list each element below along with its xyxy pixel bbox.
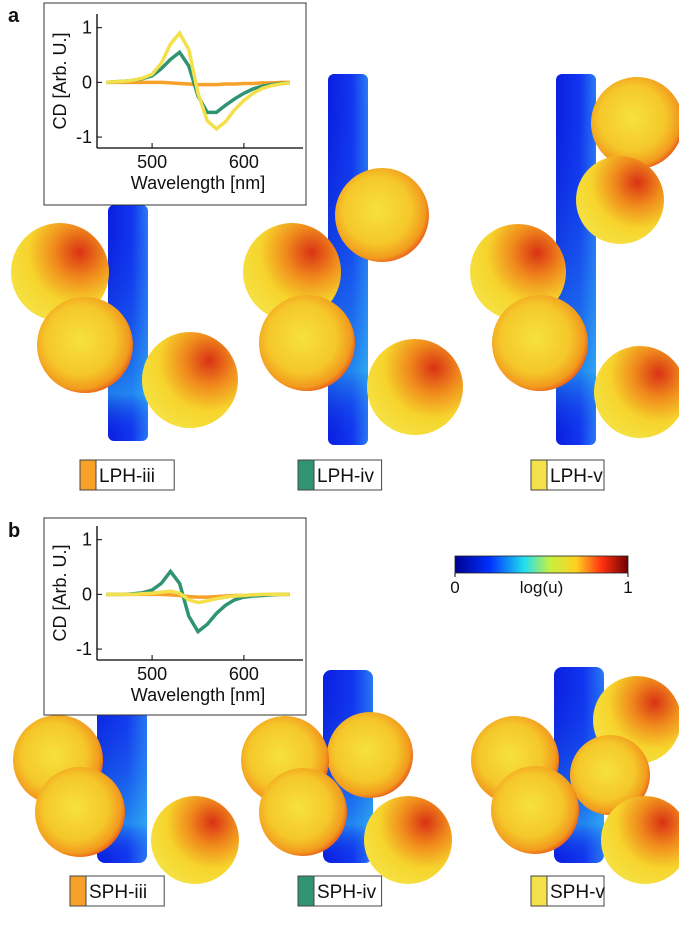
legend-box — [95, 459, 175, 491]
y-tick-label: 1 — [82, 530, 92, 550]
x-tick-label: 600 — [229, 152, 259, 172]
colorbar-tick-label: 1 — [623, 578, 632, 597]
y-axis-label: CD [Arb. U.] — [50, 544, 70, 641]
y-tick-label: 0 — [82, 584, 92, 604]
x-tick-label: 600 — [229, 664, 259, 684]
y-axis-label: CD [Arb. U.] — [50, 32, 70, 129]
legend-label: SPH-v — [550, 882, 605, 903]
inset-frame — [43, 517, 307, 716]
legend-label: LPH-iv — [317, 466, 375, 487]
cd-line — [106, 30, 291, 132]
legend-label: LPH-v — [550, 466, 603, 487]
legend-entry: SPH-iii — [69, 875, 165, 907]
x-axis-label: Wavelength [nm] — [131, 685, 265, 705]
legend-entry: LPH-iv — [297, 459, 383, 491]
legend-swatch — [79, 459, 97, 491]
legend-box — [313, 459, 383, 491]
x-tick-label: 500 — [137, 664, 167, 684]
y-tick-label: -1 — [76, 639, 92, 659]
cd-line — [106, 589, 290, 605]
legend-swatch — [530, 875, 548, 907]
legend-entry: SPH-iv — [297, 875, 383, 907]
legend-swatch — [297, 459, 315, 491]
legend-box — [546, 459, 605, 491]
legend-entry: SPH-v — [530, 875, 605, 907]
x-axis-label: Wavelength [nm] — [131, 173, 265, 193]
legend-box — [85, 875, 165, 907]
panel-label: b — [8, 520, 20, 542]
legend-label: LPH-iii — [99, 466, 155, 487]
legend-entry: LPH-iii — [79, 459, 175, 491]
legend-entry: LPH-v — [530, 459, 605, 491]
colorbar-tick-label: 0 — [450, 578, 459, 597]
y-tick-label: -1 — [76, 127, 92, 147]
legend-label: SPH-iii — [89, 882, 147, 903]
legend-box — [546, 875, 605, 907]
rendering — [11, 74, 679, 445]
y-tick-label: 0 — [82, 72, 92, 92]
legend-label: SPH-iv — [317, 882, 377, 903]
colorbar-label: log(u) — [520, 578, 563, 597]
legend-box — [313, 875, 383, 907]
cd-line — [106, 80, 290, 87]
colorbar — [454, 555, 629, 574]
y-tick-label: 1 — [82, 18, 92, 38]
legend-swatch — [297, 875, 315, 907]
legend-swatch — [69, 875, 87, 907]
legend-swatch — [530, 459, 548, 491]
panel-label: a — [8, 5, 20, 27]
x-tick-label: 500 — [137, 152, 167, 172]
